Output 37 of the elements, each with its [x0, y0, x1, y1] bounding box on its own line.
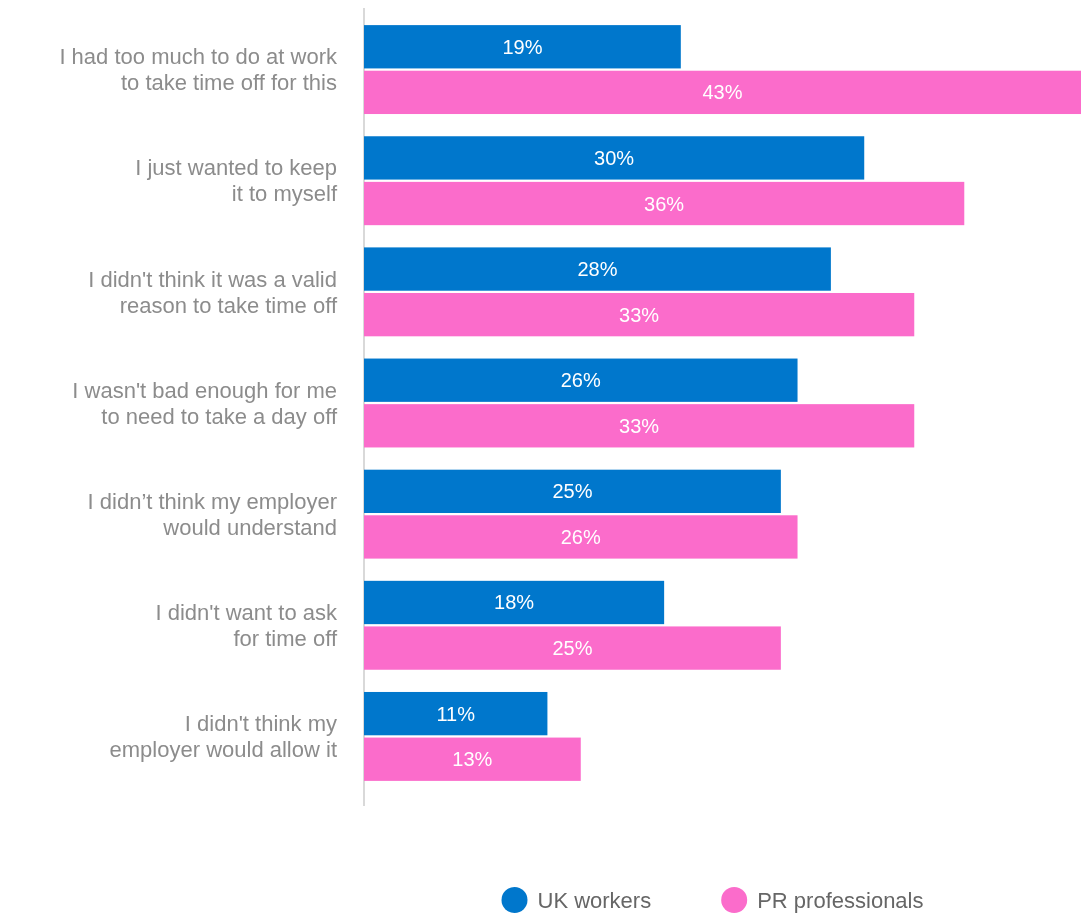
- bar: [364, 404, 915, 448]
- bar: [364, 293, 915, 337]
- bar: [364, 626, 781, 670]
- legend-label: PR professionals: [757, 887, 924, 913]
- y-tick-label: I had too much to do at work to take time off for this: [59, 44, 338, 96]
- y-tick-label: I wasn't bad enough for me to need to take a day off: [72, 377, 338, 429]
- data-label: 36%: [644, 192, 685, 215]
- bar: [364, 580, 665, 625]
- data-label: 28%: [577, 258, 618, 281]
- data-label: 25%: [552, 480, 593, 503]
- bar: [364, 25, 681, 69]
- data-label: 13%: [452, 748, 493, 771]
- bar: [364, 469, 781, 513]
- bar: [364, 136, 865, 180]
- bar: [364, 70, 1081, 115]
- y-tick-label: I didn't think it was a valid reason to take time off: [88, 266, 338, 318]
- data-label: 33%: [619, 414, 660, 437]
- bar: [364, 358, 798, 402]
- data-label: 25%: [552, 637, 593, 660]
- bar: [364, 247, 831, 291]
- y-tick-label: I didn’t think my employer would understand: [87, 488, 337, 540]
- data-label: 11%: [436, 702, 476, 725]
- data-label: 18%: [494, 591, 535, 614]
- legend-label: UK workers: [537, 887, 652, 913]
- bar: [364, 691, 548, 736]
- y-tick-label: I didn't think my employer would allow it: [109, 711, 337, 763]
- bar: [364, 181, 965, 226]
- data-label: 26%: [560, 525, 601, 548]
- y-tick-label: I didn't want to ask for time off: [155, 599, 338, 651]
- data-label: 19%: [502, 35, 543, 58]
- data-label: 30%: [594, 146, 635, 169]
- data-label: 43%: [702, 81, 743, 104]
- bar: [364, 515, 798, 559]
- data-label: 26%: [560, 369, 601, 392]
- bar: [364, 737, 581, 781]
- y-tick-label: I just wanted to keep it to myself: [135, 155, 338, 207]
- data-label: 33%: [619, 303, 660, 326]
